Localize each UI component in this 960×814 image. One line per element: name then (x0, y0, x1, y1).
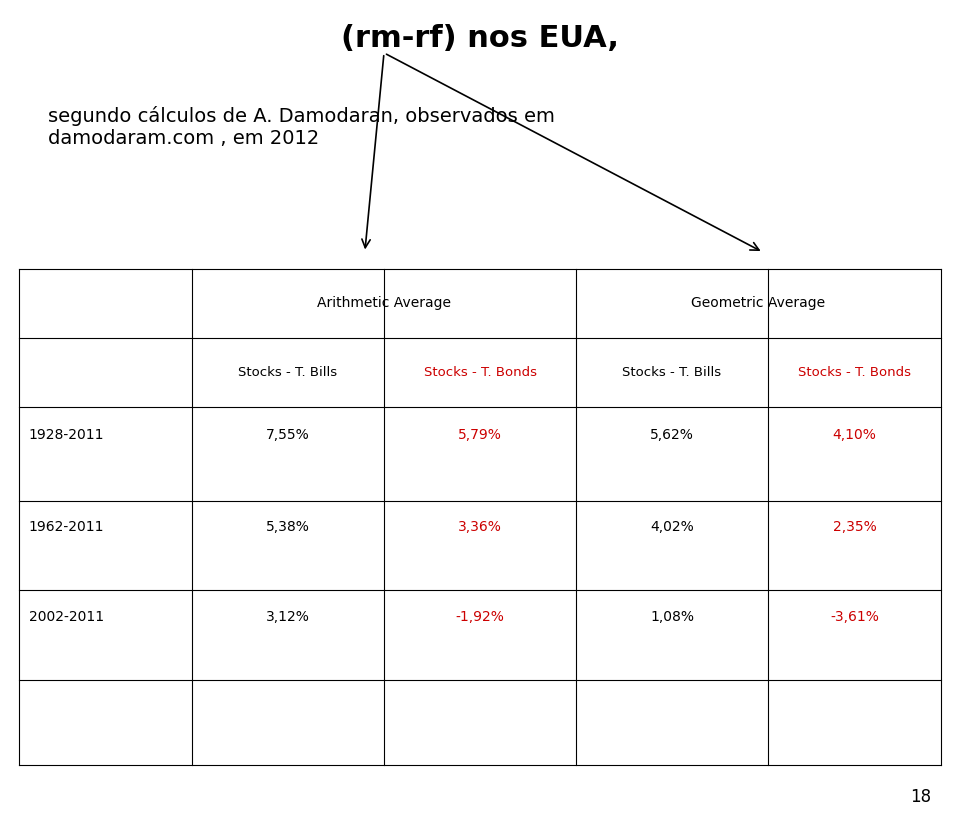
Text: 18: 18 (910, 788, 931, 806)
Text: 1928-2011: 1928-2011 (29, 428, 105, 442)
Text: 4,02%: 4,02% (650, 520, 694, 535)
Text: Stocks - T. Bonds: Stocks - T. Bonds (423, 366, 537, 379)
Text: 2,35%: 2,35% (832, 520, 876, 535)
Text: 3,12%: 3,12% (266, 610, 310, 624)
Text: 4,10%: 4,10% (832, 428, 876, 442)
Text: segundo cálculos de A. Damodaran, observados em
damodaram.com , em 2012: segundo cálculos de A. Damodaran, observ… (48, 106, 555, 148)
Text: 5,62%: 5,62% (650, 428, 694, 442)
Text: Stocks - T. Bills: Stocks - T. Bills (622, 366, 722, 379)
Text: (rm-rf) nos EUA,: (rm-rf) nos EUA, (341, 24, 619, 54)
Text: 5,38%: 5,38% (266, 520, 310, 535)
Text: -3,61%: -3,61% (830, 610, 878, 624)
Text: 1,08%: 1,08% (650, 610, 694, 624)
Text: 5,79%: 5,79% (458, 428, 502, 442)
Text: 1962-2011: 1962-2011 (29, 520, 105, 535)
Text: Geometric Average: Geometric Average (691, 296, 826, 310)
Text: 7,55%: 7,55% (266, 428, 310, 442)
Text: Stocks - T. Bonds: Stocks - T. Bonds (798, 366, 911, 379)
Text: 3,36%: 3,36% (458, 520, 502, 535)
Text: 2002-2011: 2002-2011 (29, 610, 104, 624)
Text: -1,92%: -1,92% (456, 610, 504, 624)
Text: Stocks - T. Bills: Stocks - T. Bills (238, 366, 338, 379)
Text: Arithmetic Average: Arithmetic Average (317, 296, 451, 310)
